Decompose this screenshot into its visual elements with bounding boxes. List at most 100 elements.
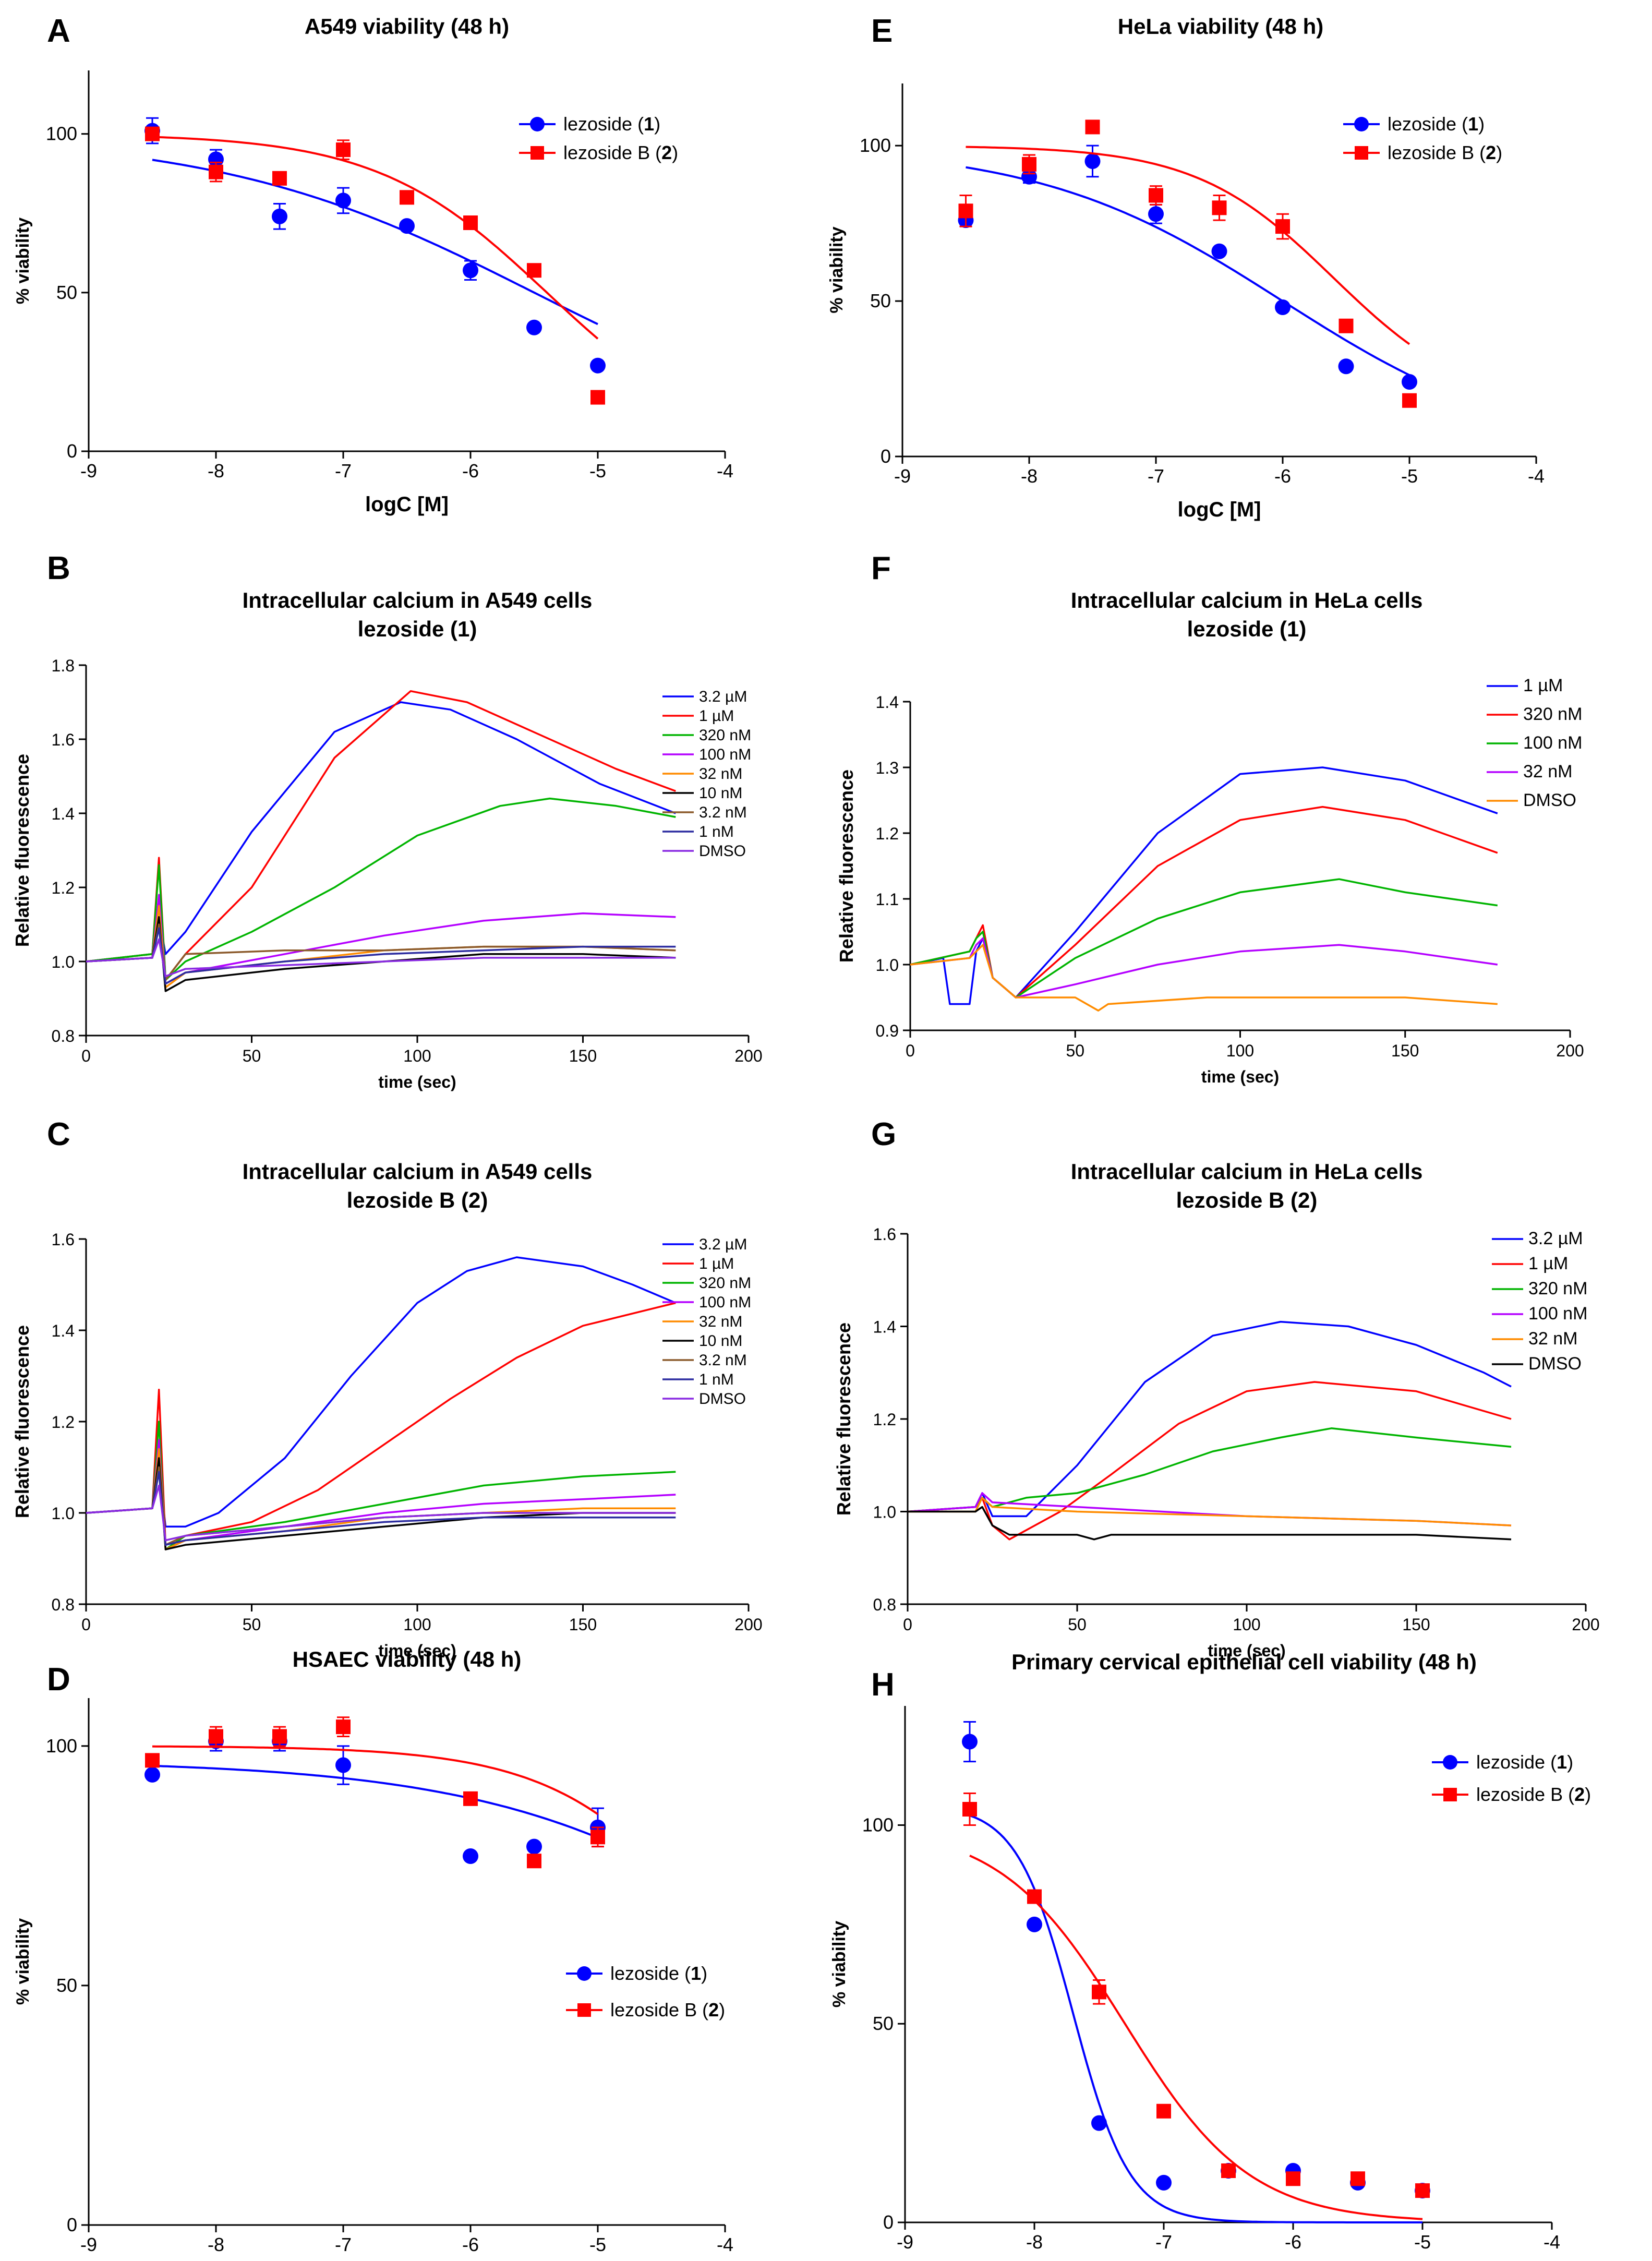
legend-label-g: 1 µM xyxy=(1528,1254,1568,1273)
data-point-e-1 xyxy=(1085,119,1100,135)
y-tick-label-a: 100 xyxy=(46,123,77,145)
series-line-b-8 xyxy=(86,938,676,978)
chart-title-h: Primary cervical epithelial cell viabili… xyxy=(1011,1650,1477,1674)
data-point-h-0 xyxy=(1091,2115,1107,2131)
x-tick-label-b: 200 xyxy=(734,1047,762,1065)
data-point-a-1 xyxy=(336,142,351,158)
legend-marker-a xyxy=(530,146,544,160)
legend-marker-d xyxy=(577,1966,592,1981)
data-point-d-1 xyxy=(336,1719,351,1735)
legend-label-g: 100 nM xyxy=(1528,1304,1587,1324)
legend-label-h: lezoside B (2) xyxy=(1476,1784,1591,1805)
x-tick-label-g: 200 xyxy=(1572,1615,1599,1634)
y-axis-label-b: Relative fluorescence xyxy=(11,754,33,947)
panel-letter-c: C xyxy=(47,1116,70,1152)
legend-label-c: 10 nM xyxy=(699,1332,742,1350)
data-point-d-1 xyxy=(209,1729,223,1744)
x-tick-label-e: -8 xyxy=(1021,465,1038,487)
legend-label-b: 3.2 µM xyxy=(699,688,747,705)
series-line-f-3 xyxy=(910,937,1498,999)
x-tick-label-a: -7 xyxy=(335,460,352,482)
series-line-g-4 xyxy=(908,1497,1512,1526)
chart-subtitle-b: lezoside (1) xyxy=(358,617,477,641)
legend-label-b: 100 nM xyxy=(699,746,751,763)
chart-title-g: Intracellular calcium in HeLa cells xyxy=(1071,1159,1423,1184)
data-point-d-1 xyxy=(527,1854,541,1869)
legend-marker-e xyxy=(1354,117,1369,131)
y-tick-label-h: 0 xyxy=(883,2211,894,2233)
y-tick-label-g: 1.2 xyxy=(873,1410,896,1429)
data-point-a-1 xyxy=(590,390,605,405)
x-tick-label-d: -7 xyxy=(335,2234,352,2255)
y-axis-label-g: Relative fluorescence xyxy=(833,1322,854,1516)
y-tick-label-g: 1.0 xyxy=(873,1503,896,1522)
y-tick-label-f: 1.3 xyxy=(876,759,899,777)
legend-label-c: 1 µM xyxy=(699,1255,734,1272)
legend-label-a: lezoside (1) xyxy=(563,113,660,135)
panel-letter-f: F xyxy=(871,550,891,586)
y-tick-label-a: 50 xyxy=(56,282,77,303)
x-tick-label-g: 150 xyxy=(1402,1615,1430,1634)
y-axis-label-e: % viability xyxy=(827,226,847,313)
y-tick-label-b: 1.6 xyxy=(52,730,75,749)
series-line-c-6 xyxy=(86,1466,676,1546)
legend-label-f: 32 nM xyxy=(1523,762,1573,781)
y-tick-label-e: 50 xyxy=(870,290,891,311)
legend-label-c: DMSO xyxy=(699,1390,746,1408)
legend-marker-h xyxy=(1443,1788,1457,1801)
legend-label-b: 1 nM xyxy=(699,823,734,840)
series-line-c-8 xyxy=(86,1484,676,1542)
chart-panel-h: Primary cervical epithelial cell viabili… xyxy=(829,1650,1591,2253)
x-tick-label-b: 100 xyxy=(403,1047,431,1065)
y-tick-label-g: 1.4 xyxy=(873,1318,896,1337)
series-line-c-1 xyxy=(86,1302,676,1546)
legend-label-c: 320 nM xyxy=(699,1274,751,1292)
data-point-h-1 xyxy=(1027,1889,1042,1904)
chart-panel-d: HSAEC viability (48 h) -9 -8 -7 -6 -5 -4 0 50 100… xyxy=(13,1647,733,2255)
x-tick-label-a: -9 xyxy=(80,460,97,482)
x-tick-label-d: -9 xyxy=(80,2234,97,2255)
data-point-e-1 xyxy=(1339,318,1354,333)
y-tick-label-d: 100 xyxy=(46,1735,77,1757)
x-tick-label-c: 200 xyxy=(734,1615,762,1634)
y-tick-label-b: 1.4 xyxy=(52,804,75,823)
legend-label-f: 320 nM xyxy=(1523,704,1582,724)
x-tick-label-d: -8 xyxy=(208,2234,224,2255)
series-line-c-7 xyxy=(86,1471,676,1546)
y-tick-label-d: 0 xyxy=(67,2214,77,2235)
x-tick-label-b: 0 xyxy=(81,1047,91,1065)
data-point-e-0 xyxy=(1338,358,1354,375)
legend-label-b: DMSO xyxy=(699,843,746,860)
legend-label-f: 100 nM xyxy=(1523,733,1582,753)
x-tick-label-f: 100 xyxy=(1226,1041,1254,1060)
series-line-c-0 xyxy=(86,1256,676,1528)
data-point-a-1 xyxy=(527,263,541,278)
data-point-a-1 xyxy=(272,171,287,186)
legend-label-f: 1 µM xyxy=(1523,676,1563,695)
data-point-h-1 xyxy=(1221,2163,1236,2178)
chart-subtitle-g: lezoside B (2) xyxy=(1176,1188,1318,1212)
y-tick-label-h: 100 xyxy=(862,1814,894,1835)
y-tick-label-f: 1.4 xyxy=(876,693,899,712)
fit-curve-d-0 xyxy=(152,1764,598,1839)
x-tick-label-d: -4 xyxy=(717,2234,733,2255)
data-point-e-0 xyxy=(1402,374,1417,390)
x-tick-label-d: -6 xyxy=(462,2234,479,2255)
legend-label-f: DMSO xyxy=(1523,790,1576,810)
fit-curve-e-1 xyxy=(966,146,1410,345)
y-axis-label-a: % viability xyxy=(13,218,33,304)
fit-curve-a-0 xyxy=(152,159,598,326)
data-point-d-1 xyxy=(590,1830,605,1845)
panel-letter-d: D xyxy=(47,1662,70,1698)
y-axis-label-h: % viability xyxy=(829,1921,849,2007)
x-tick-label-b: 50 xyxy=(243,1047,261,1065)
x-tick-label-g: 50 xyxy=(1068,1615,1087,1634)
x-tick-label-e: -4 xyxy=(1528,465,1545,487)
data-point-e-0 xyxy=(1148,206,1164,222)
legend-label-a: lezoside B (2) xyxy=(563,142,678,163)
data-point-e-1 xyxy=(1212,200,1227,215)
data-point-e-1 xyxy=(1149,188,1163,203)
data-point-a-0 xyxy=(335,193,351,209)
chart-panel-e: HeLa viability (48 h) -9 -8 -7 -6 -5 -4 0 50 100 l… xyxy=(827,14,1545,521)
